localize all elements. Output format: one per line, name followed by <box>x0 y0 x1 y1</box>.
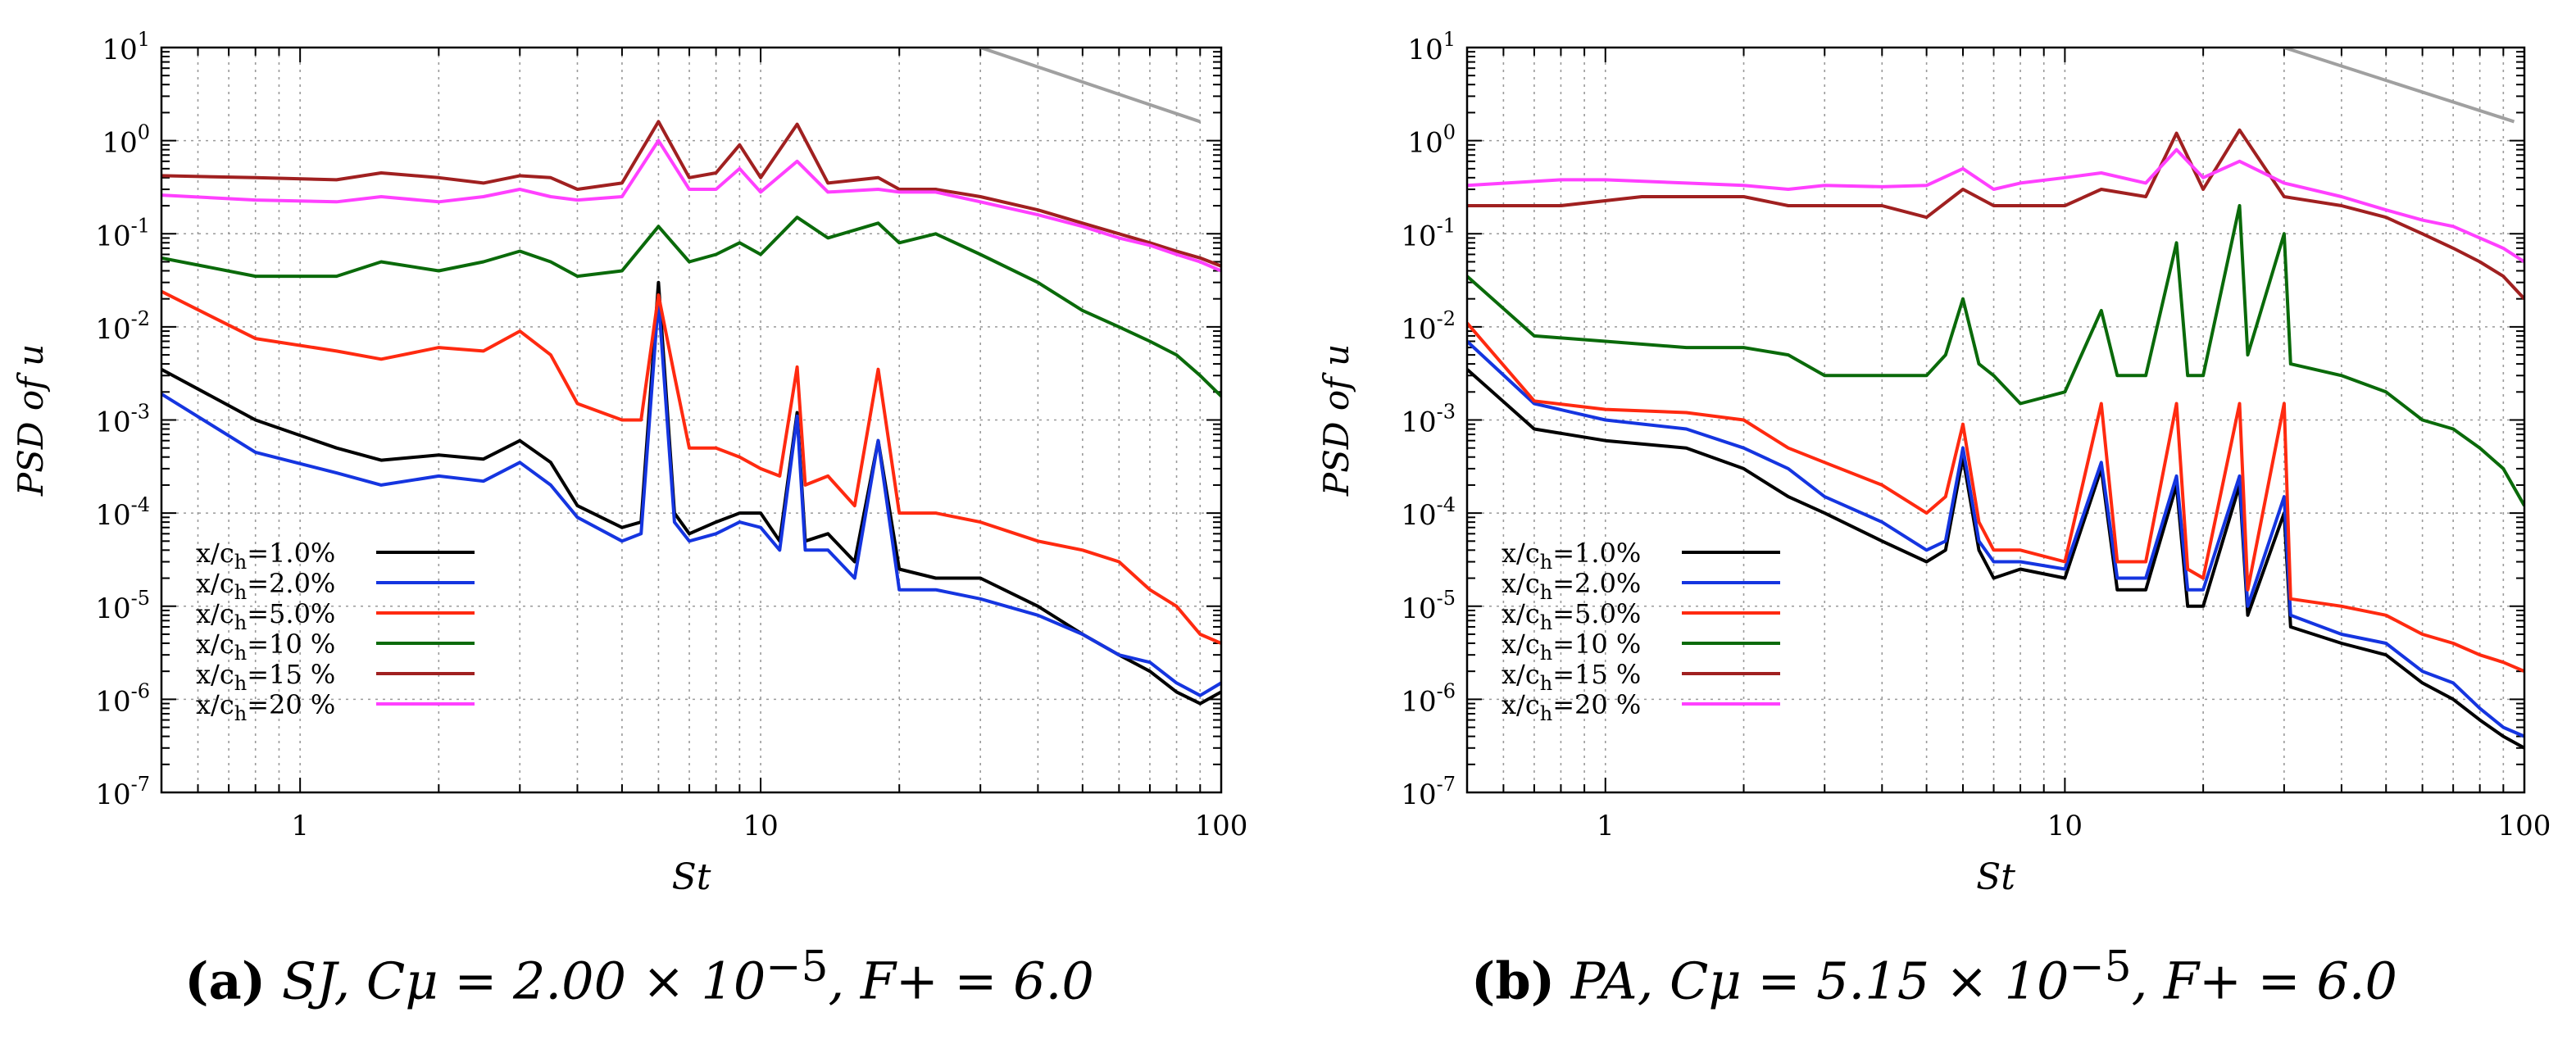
caption-b-exponent: −5 <box>2069 942 2132 992</box>
plot-area <box>1467 48 2524 750</box>
y-axis-label: PSD of u <box>11 344 51 497</box>
y-tick-label: 10-4 <box>1401 493 1456 532</box>
legend-label-4: x/ch=10 % <box>196 629 335 665</box>
series-line-2 <box>161 297 1221 697</box>
y-tick-label: 10-6 <box>95 679 150 718</box>
legend: x/ch=1.0%x/ch=2.0%x/ch=5.0%x/ch=10 %x/ch… <box>1502 538 1780 725</box>
series-line-5 <box>161 120 1221 268</box>
caption-a-tail: , F+ = 6.0 <box>828 951 1094 1011</box>
y-tick-label: 10-4 <box>95 493 150 532</box>
caption-a-exponent: −5 <box>766 942 829 992</box>
legend-label-2: x/ch=2.0% <box>196 568 335 604</box>
y-tick-label: 10-5 <box>1401 587 1456 625</box>
x-tick-label: 10 <box>743 810 778 842</box>
y-tick-label: 10-2 <box>95 307 150 346</box>
legend-label-1: x/ch=1.0% <box>1502 538 1641 574</box>
legend-label-1: x/ch=1.0% <box>196 538 335 574</box>
y-tick-label: 10-1 <box>1401 214 1456 252</box>
y-tick-label: 10-1 <box>95 214 150 252</box>
x-axis-label: St <box>672 856 711 898</box>
legend: x/ch=1.0%x/ch=2.0%x/ch=5.0%x/ch=10 %x/ch… <box>196 538 475 725</box>
series-line-3 <box>161 289 1221 645</box>
caption-b-tail: , F+ = 6.0 <box>2131 951 2397 1011</box>
legend-label-5: x/ch=15 % <box>1502 659 1641 695</box>
chart-panel-b: 1 10 100 10-7 10-6 10-5 10-4 10-3 10-2 10-1 100 101… <box>1316 28 2551 898</box>
caption-a: (a) SJ, Cμ = 2.00 × 10−5, F+ = 6.0 <box>66 942 1213 1033</box>
series-line-4 <box>1467 204 2524 507</box>
series-line-6 <box>1467 148 2524 264</box>
caption-a-math: SJ, Cμ = 2.00 × 10 <box>281 951 766 1011</box>
x-tick-label: 1 <box>291 810 309 842</box>
legend-label-3: x/ch=5.0% <box>1502 598 1641 634</box>
x-tick-label: 100 <box>2498 810 2551 842</box>
series-line-4 <box>161 216 1221 397</box>
series-line-5 <box>1467 128 2524 301</box>
grid <box>1467 48 2524 792</box>
legend-label-6: x/ch=20 % <box>196 689 335 725</box>
x-tick-label: 100 <box>1195 810 1248 842</box>
plot-frame <box>160 46 1223 794</box>
caption-a-label: (a) <box>184 951 266 1011</box>
y-tick-label: 10-3 <box>1401 401 1456 439</box>
legend-label-6: x/ch=20 % <box>1502 689 1641 725</box>
x-tick-label: 10 <box>2047 810 2083 842</box>
legend-label-5: x/ch=15 % <box>196 659 335 695</box>
series-line-6 <box>161 138 1221 273</box>
y-axis-label: PSD of u <box>1316 344 1356 497</box>
caption-b-label: (b) <box>1471 951 1556 1011</box>
y-tick-label: 10-6 <box>1401 679 1456 718</box>
caption-b: (b) PA, Cμ = 5.15 × 10−5, F+ = 6.0 <box>1361 942 2508 1033</box>
x-axis-label: St <box>1976 856 2015 898</box>
legend-label-4: x/ch=10 % <box>1502 629 1641 665</box>
y-tick-label: 101 <box>102 28 150 66</box>
grid <box>161 48 1221 792</box>
reference-slope-line <box>979 48 1201 124</box>
y-tick-label: 10-7 <box>95 773 150 811</box>
reference-slope-line <box>2283 48 2515 124</box>
y-tick-label: 10-7 <box>1401 773 1456 811</box>
legend-label-3: x/ch=5.0% <box>196 598 335 634</box>
y-tick-label: 100 <box>1407 121 1456 160</box>
series-line-1 <box>161 280 1221 706</box>
x-tick-label: 1 <box>1597 810 1615 842</box>
plot-frame <box>1465 46 2526 794</box>
ticks <box>161 47 1222 793</box>
chart-panel-a: 1 10 100 10-7 10-6 10-5 10-4 10-3 10-2 10-1 100 101… <box>11 28 1247 898</box>
legend-label-2: x/ch=2.0% <box>1502 568 1641 604</box>
series-line-3 <box>1467 321 2524 674</box>
y-tick-label: 101 <box>1407 28 1456 66</box>
y-tick-label: 10-3 <box>95 401 150 439</box>
y-tick-label: 10-2 <box>1401 307 1456 346</box>
y-tick-label: 100 <box>102 121 150 160</box>
caption-b-math: PA, Cμ = 5.15 × 10 <box>1570 951 2069 1011</box>
plot-area <box>161 48 1221 706</box>
series-line-2 <box>1467 340 2524 738</box>
y-tick-label: 10-5 <box>95 587 150 625</box>
